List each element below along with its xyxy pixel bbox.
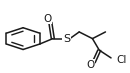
Text: O: O [86, 60, 95, 70]
Text: S: S [63, 34, 70, 44]
Text: O: O [43, 14, 52, 24]
Text: Cl: Cl [117, 55, 127, 65]
